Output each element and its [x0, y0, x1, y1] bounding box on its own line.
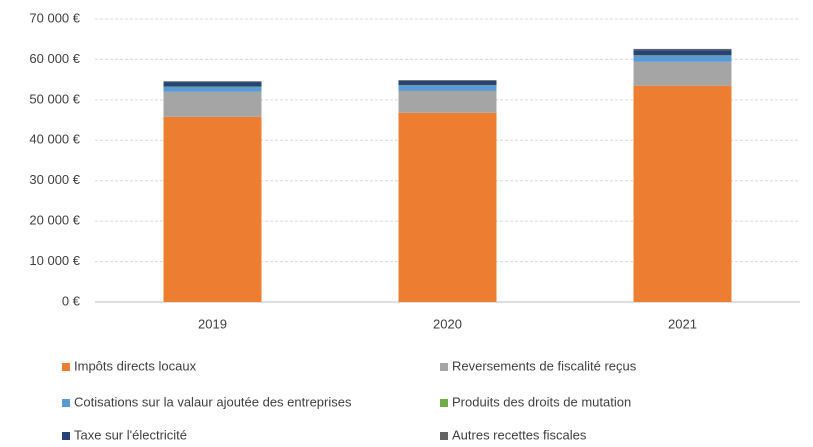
bar-segment [399, 91, 497, 113]
legend-label: Autres recettes fiscales [452, 427, 587, 442]
legend-label: Produits des droits de mutation [452, 394, 631, 409]
legend-label: Impôts directs locaux [74, 358, 197, 373]
legend-swatch [440, 363, 448, 371]
y-tick-label: 10 000 € [29, 253, 80, 268]
y-tick-label: 60 000 € [29, 51, 80, 66]
x-tick-label: 2020 [433, 316, 462, 331]
bar-segment [634, 86, 732, 302]
y-tick-label: 20 000 € [29, 213, 80, 228]
legend-swatch [440, 432, 448, 440]
y-tick-label: 50 000 € [29, 91, 80, 106]
legend-swatch [62, 399, 70, 407]
bar-segment [634, 56, 732, 62]
legend-label: Cotisations sur la valaur ajoutée des en… [74, 394, 352, 409]
bar-segment [164, 81, 262, 82]
legend-swatch [62, 363, 70, 371]
bar-segment [399, 81, 497, 85]
bar-segment [164, 92, 262, 117]
bar-segment [399, 86, 497, 91]
x-tick-label: 2019 [198, 316, 227, 331]
bar-segment [634, 50, 732, 55]
bar-segment [164, 87, 262, 92]
x-tick-label: 2021 [668, 316, 697, 331]
bar-segment [399, 80, 497, 81]
bar-segment [634, 62, 732, 86]
legend-label: Taxe sur l'électricité [74, 427, 187, 442]
bar-segment [634, 49, 732, 50]
bar-segment [399, 113, 497, 302]
legend-swatch [440, 399, 448, 407]
y-tick-label: 70 000 € [29, 10, 80, 25]
y-tick-label: 40 000 € [29, 132, 80, 147]
bar-segment [164, 82, 262, 86]
legend-label: Reversements de fiscalité reçus [452, 358, 637, 373]
bar-segment [164, 117, 262, 302]
y-tick-label: 30 000 € [29, 172, 80, 187]
y-tick-label: 0 € [62, 293, 81, 308]
legend-swatch [62, 432, 70, 440]
